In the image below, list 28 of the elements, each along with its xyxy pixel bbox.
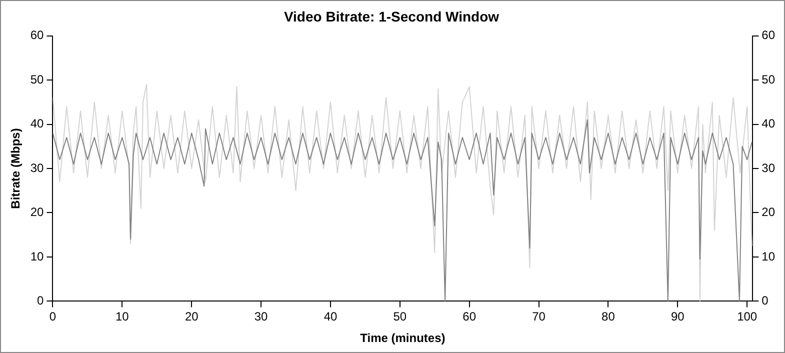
y2-tick-label: 0: [762, 294, 769, 308]
x-tick-label: 100: [737, 310, 758, 324]
x-tick-label: 70: [532, 310, 546, 324]
y-tick-label: 30: [30, 160, 44, 175]
y2-tick-label: 20: [762, 205, 776, 220]
x-axis-title: Time (minutes): [360, 331, 446, 346]
x-tick-label: 90: [670, 310, 685, 324]
chart-title: Video Bitrate: 1-Second Window: [284, 8, 500, 24]
y2-tick-label: 50: [762, 72, 776, 86]
y-tick-label: 20: [30, 205, 44, 220]
y-tick-label: 0: [37, 294, 44, 308]
x-tick-label: 0: [49, 310, 56, 324]
x-tick-label: 40: [324, 310, 338, 324]
x-tick-label: 10: [116, 310, 130, 324]
x-tick-label: 20: [184, 310, 199, 324]
x-tick-label: 30: [254, 310, 268, 324]
y-tick-label: 40: [30, 116, 44, 131]
y-tick-label: 60: [30, 28, 44, 42]
y2-tick-label: 30: [762, 160, 776, 175]
y-tick-label: 50: [30, 72, 44, 86]
y-axis-title: Bitrate (Mbps): [8, 128, 23, 209]
x-tick-label: 60: [462, 310, 476, 324]
y2-tick-label: 40: [762, 116, 776, 131]
y2-tick-label: 10: [762, 249, 776, 264]
x-tick-label: 80: [602, 310, 616, 324]
y-tick-label: 10: [30, 249, 44, 264]
y2-tick-label: 60: [762, 28, 776, 42]
x-tick-label: 50: [393, 310, 407, 324]
